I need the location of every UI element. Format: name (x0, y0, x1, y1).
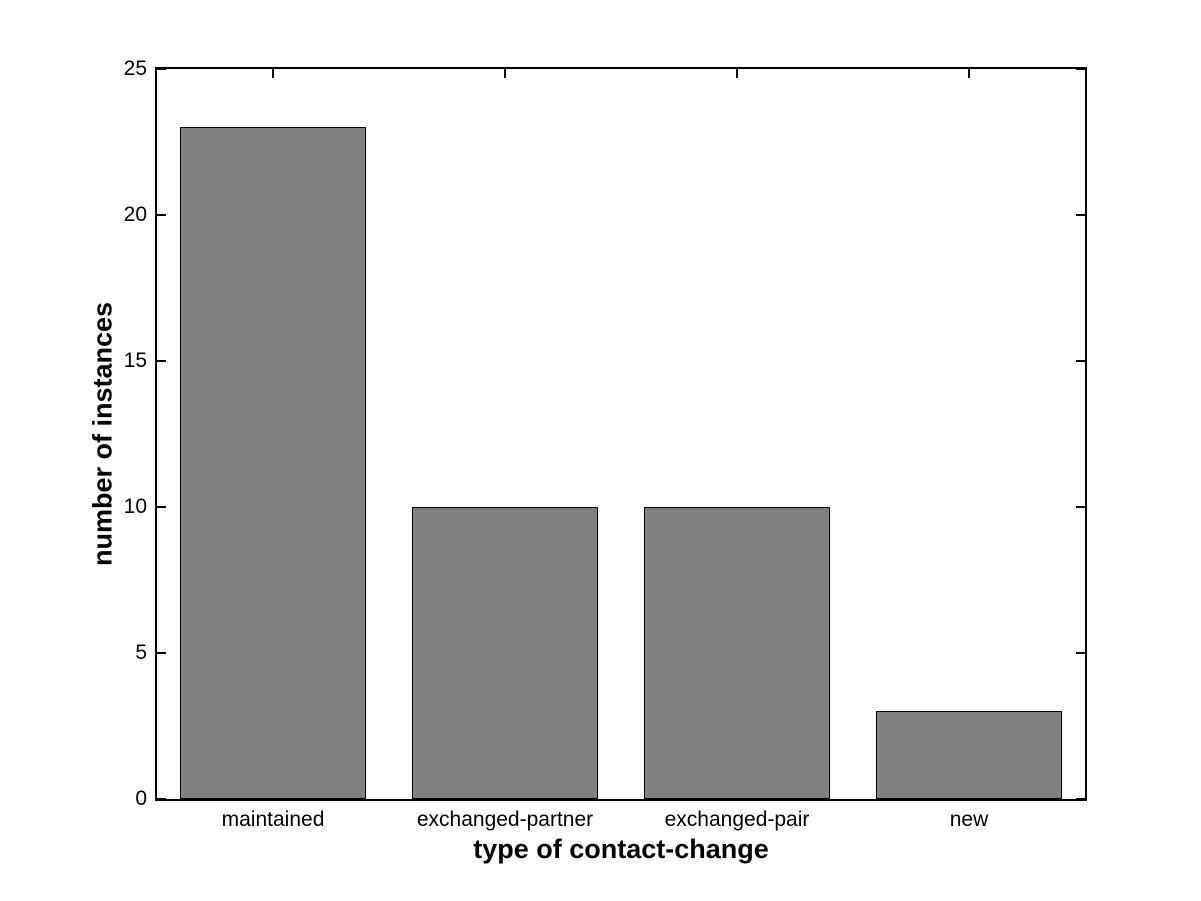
y-tick-right (1076, 68, 1085, 70)
y-tick-right (1076, 360, 1085, 362)
x-tick-top (968, 69, 970, 78)
x-tick-top (736, 69, 738, 78)
y-tick-right (1076, 798, 1085, 800)
y-tick-right (1076, 652, 1085, 654)
x-tick-top (504, 69, 506, 78)
bar (876, 711, 1062, 799)
y-tick-left (157, 652, 166, 654)
y-tick-label: 15 (123, 349, 147, 372)
x-tick-label: maintained (221, 808, 325, 831)
y-axis-label: number of instances (87, 301, 118, 567)
y-tick-right (1076, 506, 1085, 508)
x-tick-label: exchanged-pair (664, 808, 810, 831)
y-tick-label: 20 (123, 203, 147, 226)
y-tick-left (157, 360, 166, 362)
y-tick-right (1076, 214, 1085, 216)
bar (412, 507, 598, 799)
bar (180, 127, 366, 799)
x-axis-label: type of contact-change (473, 834, 769, 864)
x-tick-label: exchanged-partner (416, 808, 594, 831)
y-tick-label: 25 (123, 57, 147, 80)
y-tick-label: 5 (135, 641, 147, 664)
x-tick-label: new (949, 808, 989, 831)
plot-area: 0 5 10 15 20 25 maintained exchanged-partner exc… (124, 57, 1087, 831)
y-tick-left (157, 506, 166, 508)
bar (644, 507, 830, 799)
y-tick-left (157, 214, 166, 216)
y-tick-label: 10 (123, 495, 147, 518)
x-tick-top (272, 69, 274, 78)
y-tick-label: 0 (135, 787, 147, 810)
y-tick-left (157, 68, 166, 70)
y-tick-left (157, 798, 166, 800)
